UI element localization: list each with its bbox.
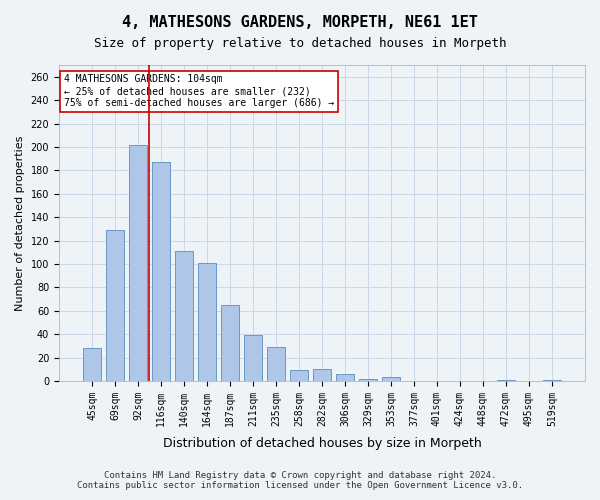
Bar [83,348,101,381]
Bar [221,305,239,381]
Bar [542,380,561,381]
Bar [267,347,285,381]
Text: 4 MATHESONS GARDENS: 104sqm
← 25% of detached houses are smaller (232)
75% of se: 4 MATHESONS GARDENS: 104sqm ← 25% of det… [64,74,334,108]
Bar [313,369,331,381]
Bar [359,378,377,381]
Bar [290,370,308,381]
Bar [129,144,147,381]
Bar [152,162,170,381]
Bar [175,251,193,381]
Bar [198,262,216,381]
Text: Size of property relative to detached houses in Morpeth: Size of property relative to detached ho… [94,38,506,51]
Bar [336,374,354,381]
Y-axis label: Number of detached properties: Number of detached properties [15,136,25,310]
X-axis label: Distribution of detached houses by size in Morpeth: Distribution of detached houses by size … [163,437,481,450]
Bar [106,230,124,381]
Text: 4, MATHESONS GARDENS, MORPETH, NE61 1ET: 4, MATHESONS GARDENS, MORPETH, NE61 1ET [122,15,478,30]
Bar [382,378,400,381]
Bar [497,380,515,381]
Bar [244,336,262,381]
Text: Contains HM Land Registry data © Crown copyright and database right 2024.
Contai: Contains HM Land Registry data © Crown c… [77,470,523,490]
